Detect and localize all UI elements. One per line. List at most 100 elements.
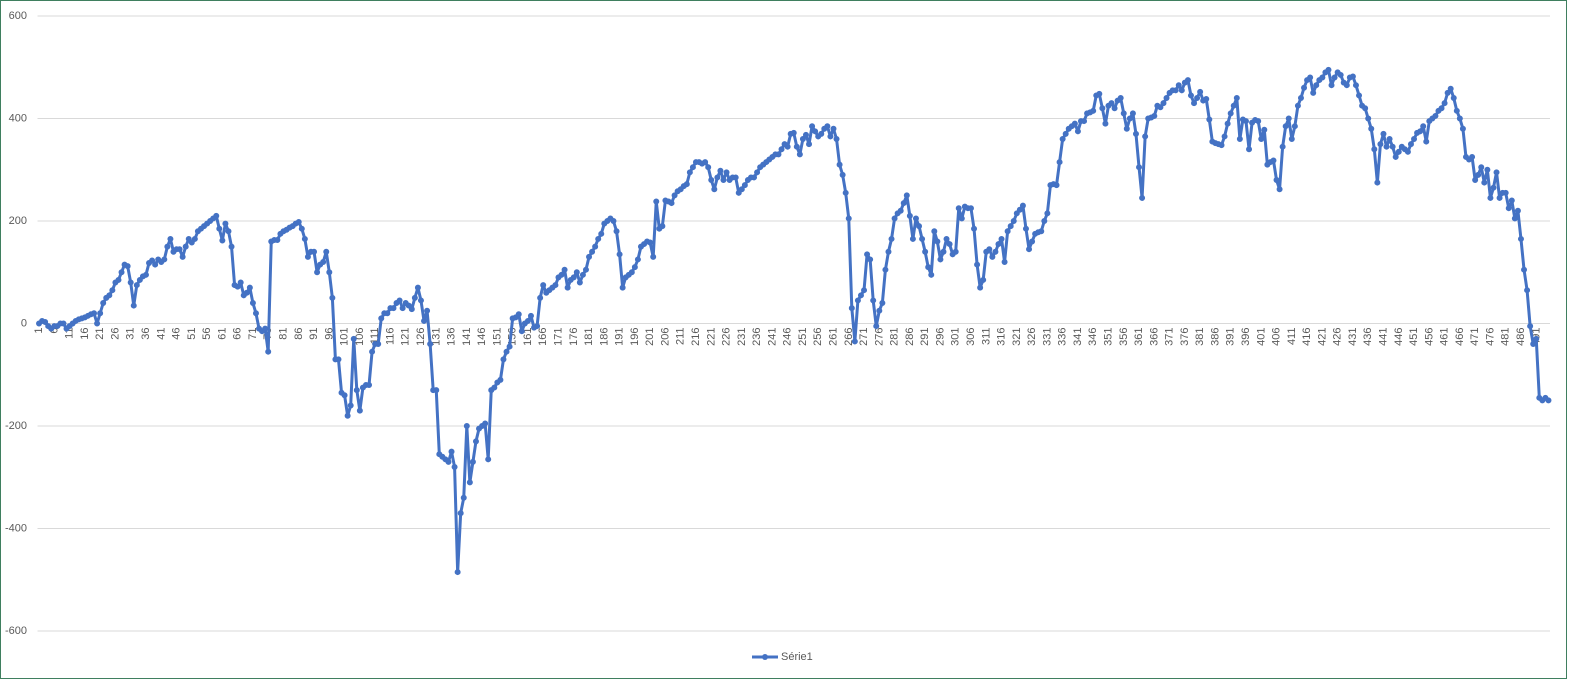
marker	[1282, 123, 1289, 130]
marker	[506, 343, 513, 350]
marker	[1194, 95, 1201, 101]
marker	[809, 123, 816, 130]
x-tick-label: 116	[384, 328, 396, 346]
marker	[720, 177, 727, 183]
marker	[922, 248, 929, 255]
marker	[246, 284, 253, 291]
marker	[329, 294, 336, 301]
marker	[1053, 182, 1060, 189]
marker	[1151, 112, 1158, 119]
marker	[1038, 228, 1045, 235]
x-tick-label: 346	[1087, 328, 1099, 346]
marker	[1349, 73, 1356, 80]
marker	[598, 230, 605, 237]
marker	[1102, 120, 1109, 127]
marker	[451, 464, 458, 470]
marker	[1108, 100, 1115, 107]
marker	[1230, 102, 1237, 109]
marker	[130, 302, 137, 309]
marker	[1459, 125, 1466, 132]
marker	[793, 143, 800, 150]
marker	[570, 274, 577, 281]
marker	[1160, 100, 1167, 107]
marker	[320, 259, 327, 265]
y-tick-label: -200	[5, 420, 27, 432]
x-tick-label: 251	[797, 328, 809, 346]
marker	[1395, 148, 1402, 155]
x-tick-label: 271	[858, 328, 870, 346]
marker	[1273, 177, 1280, 183]
marker	[106, 292, 113, 299]
marker	[1472, 177, 1479, 183]
marker	[741, 182, 748, 189]
marker	[500, 356, 507, 363]
marker	[353, 387, 360, 394]
marker	[534, 323, 541, 330]
marker	[1502, 189, 1509, 196]
marker	[1206, 116, 1213, 123]
marker	[411, 294, 418, 301]
marker	[751, 174, 758, 181]
marker	[986, 246, 993, 253]
marker	[998, 235, 1005, 242]
marker	[1469, 153, 1476, 160]
x-tick-label: 66	[232, 328, 244, 340]
x-tick-label: 51	[186, 328, 198, 340]
y-tick-label: 400	[9, 112, 27, 124]
x-tick-label: 121	[400, 328, 412, 346]
x-tick-label: 316	[996, 328, 1008, 346]
marker	[952, 248, 959, 255]
marker	[347, 402, 354, 409]
x-tick-label: 296	[934, 328, 946, 346]
marker	[827, 133, 834, 140]
marker	[653, 198, 660, 205]
marker	[1175, 82, 1182, 89]
marker	[298, 225, 305, 232]
x-tick-label: 301	[950, 328, 962, 346]
marker	[711, 186, 718, 193]
marker	[647, 239, 654, 246]
x-tick-label: 326	[1026, 328, 1038, 346]
marker	[344, 412, 351, 419]
marker	[1142, 133, 1149, 140]
marker	[1224, 120, 1231, 127]
marker	[265, 348, 272, 355]
marker	[503, 348, 510, 355]
marker	[1136, 164, 1143, 171]
marker	[888, 235, 895, 242]
x-tick-label: 236	[751, 328, 763, 346]
marker	[854, 297, 861, 304]
x-tick-label: 276	[873, 328, 885, 346]
marker	[1221, 133, 1228, 140]
marker	[1368, 125, 1375, 132]
x-tick-label: 176	[568, 328, 580, 346]
marker	[463, 423, 470, 429]
marker	[885, 248, 892, 255]
marker	[582, 266, 589, 273]
x-tick-label: 351	[1102, 328, 1114, 346]
x-tick-label: 366	[1148, 328, 1160, 346]
x-tick-label: 221	[705, 328, 717, 346]
marker	[1478, 164, 1485, 171]
marker	[1362, 105, 1369, 112]
x-tick-label: 446	[1393, 328, 1405, 346]
marker	[906, 212, 913, 219]
marker	[717, 167, 724, 174]
marker	[940, 248, 947, 255]
marker	[396, 297, 403, 304]
x-tick-label: 71	[247, 328, 259, 340]
marker	[417, 297, 424, 304]
marker	[595, 235, 602, 242]
marker	[870, 297, 877, 304]
x-tick-label: 411	[1286, 328, 1298, 346]
marker	[818, 130, 825, 137]
marker	[1172, 87, 1179, 94]
marker	[1059, 136, 1066, 142]
x-tick-label: 126	[415, 328, 427, 346]
marker	[1041, 218, 1048, 224]
y-tick-label: 200	[9, 215, 27, 227]
marker	[552, 282, 559, 289]
marker	[216, 225, 223, 232]
x-tick-label: 141	[461, 328, 473, 346]
